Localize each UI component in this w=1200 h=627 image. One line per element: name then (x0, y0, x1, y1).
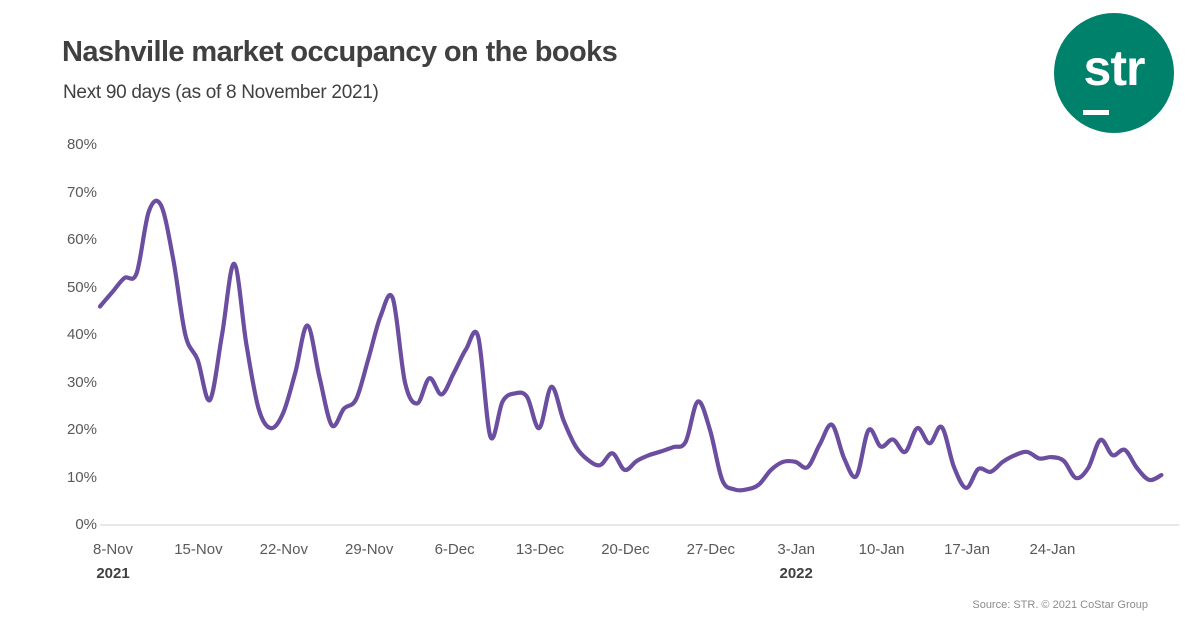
x-axis-year-label: 2021 (96, 565, 130, 582)
x-axis-tick-label: 10-Jan (858, 541, 905, 558)
page-title: Nashville market occupancy on the books (62, 36, 618, 68)
x-axis-tick-label: 20-Dec (601, 541, 650, 558)
x-axis-tick-label: 15-Nov (174, 541, 223, 558)
x-axis-tick-label: 6-Dec (434, 541, 475, 558)
str-logo-underline (1083, 110, 1109, 115)
x-axis-tick-label: 22-Nov (259, 541, 308, 558)
x-axis-tick-label: 27-Dec (686, 541, 735, 558)
y-axis-tick-label: 30% (66, 373, 97, 391)
y-axis-tick-label: 0% (75, 516, 97, 533)
source-attribution: Source: STR. © 2021 CoStar Group (972, 599, 1148, 611)
y-axis-tick-label: 50% (66, 278, 97, 296)
x-axis-tick-label: 3-Jan (777, 541, 815, 558)
x-axis-tick-label: 29-Nov (345, 541, 394, 558)
x-axis-tick-label: 24-Jan (1029, 541, 1076, 558)
str-logo-text: str (1083, 40, 1146, 96)
str-logo: str (1054, 13, 1174, 133)
x-axis-tick-label: 8-Nov (92, 541, 134, 558)
y-axis-tick-label: 60% (66, 231, 97, 248)
y-axis-tick-label: 40% (66, 326, 97, 343)
y-axis-tick-label: 10% (66, 468, 97, 486)
x-axis-tick-label: 17-Jan (944, 541, 990, 558)
x-axis-tick-label: 13-Dec (515, 541, 565, 558)
x-axis-year-label: 2022 (779, 565, 813, 582)
y-axis-tick-label: 70% (66, 183, 97, 201)
occupancy-series-line (97, 198, 1164, 493)
y-axis-tick-label: 80% (66, 136, 97, 153)
page-subtitle: Next 90 days (as of 8 November 2021) (63, 82, 379, 103)
y-axis-tick-label: 20% (66, 421, 97, 438)
